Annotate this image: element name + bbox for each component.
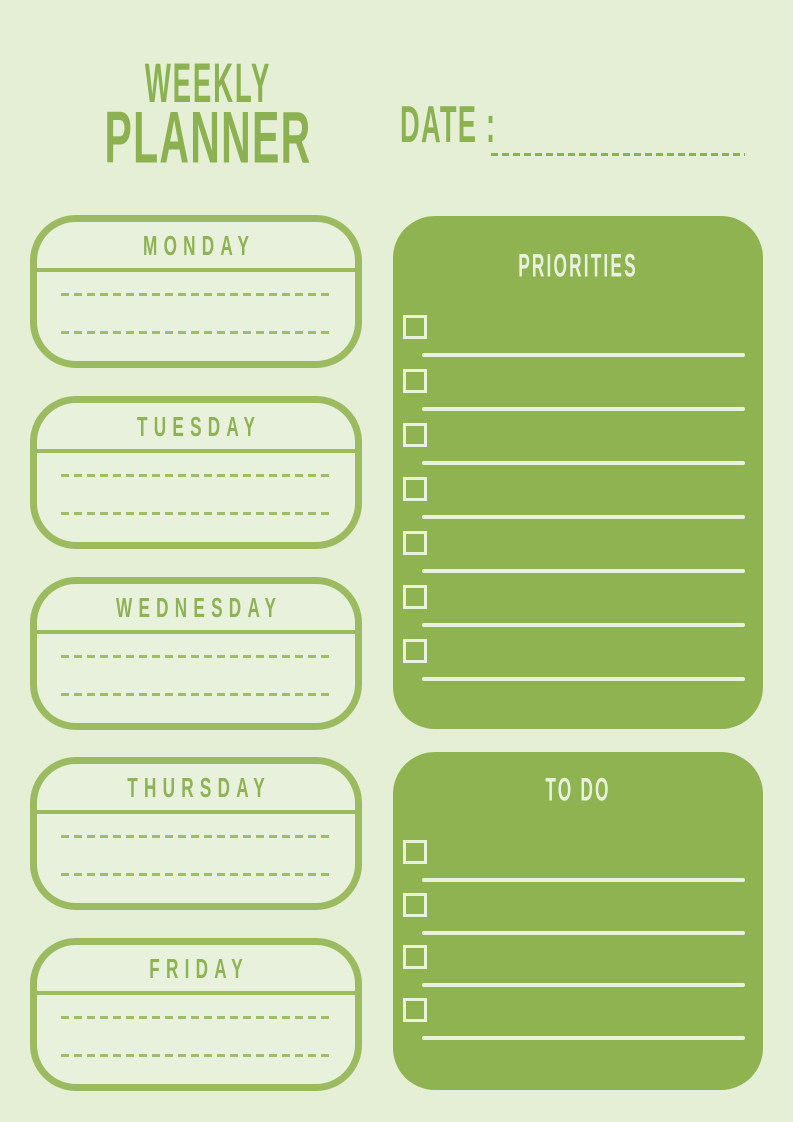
checkbox[interactable] — [403, 639, 427, 663]
checklist-row — [393, 369, 763, 423]
write-line[interactable] — [422, 569, 745, 573]
write-line[interactable] — [422, 878, 745, 882]
day-box-friday: FRIDAY — [30, 938, 362, 1091]
day-title: TUESDAY — [137, 410, 262, 442]
day-separator — [37, 991, 355, 995]
checkbox[interactable] — [403, 369, 427, 393]
write-line[interactable] — [61, 331, 331, 334]
write-line[interactable] — [422, 1035, 745, 1040]
day-separator — [37, 268, 355, 272]
checklist-row — [393, 892, 763, 946]
day-title: FRIDAY — [149, 952, 249, 984]
write-line[interactable] — [422, 623, 745, 627]
checkbox[interactable] — [403, 840, 427, 864]
checklist-row — [393, 531, 763, 585]
day-box-tuesday: TUESDAY — [30, 396, 362, 549]
day-title: THURSDAY — [127, 771, 271, 803]
write-line[interactable] — [61, 512, 331, 515]
priorities-checklist — [393, 315, 763, 693]
checklist-row — [393, 639, 763, 693]
checkbox[interactable] — [403, 423, 427, 447]
checkbox[interactable] — [403, 315, 427, 339]
day-box-monday: MONDAY — [30, 215, 362, 368]
checkbox[interactable] — [403, 892, 427, 917]
write-line[interactable] — [422, 353, 745, 357]
checklist-row — [393, 477, 763, 531]
day-box-thursday: THURSDAY — [30, 757, 362, 910]
write-line[interactable] — [422, 983, 745, 987]
date-fill-line[interactable] — [491, 153, 745, 156]
day-box-wednesday: WEDNESDAY — [30, 577, 362, 730]
write-line[interactable] — [61, 1054, 331, 1057]
checkbox[interactable] — [403, 945, 427, 969]
write-line[interactable] — [61, 693, 331, 696]
priorities-panel: PRIORITIES — [393, 216, 763, 729]
checklist-row — [393, 585, 763, 639]
todo-panel: TO DO — [393, 752, 763, 1090]
day-title: MONDAY — [143, 229, 256, 261]
write-line[interactable] — [422, 515, 745, 519]
write-line[interactable] — [61, 835, 331, 838]
checklist-row — [393, 423, 763, 477]
write-line[interactable] — [61, 293, 331, 296]
checklist-row — [393, 997, 763, 1051]
write-line[interactable] — [422, 407, 745, 411]
write-line[interactable] — [422, 930, 745, 935]
write-line[interactable] — [422, 677, 745, 681]
checkbox[interactable] — [403, 477, 427, 501]
write-line[interactable] — [61, 1016, 331, 1019]
day-separator — [37, 810, 355, 814]
checklist-row — [393, 840, 763, 893]
todo-title: TO DO — [545, 772, 611, 809]
checkbox[interactable] — [403, 531, 427, 555]
checkbox[interactable] — [403, 997, 427, 1022]
checklist-row — [393, 315, 763, 369]
checklist-row — [393, 945, 763, 998]
date-label: DATE : — [400, 96, 497, 154]
write-line[interactable] — [61, 655, 331, 658]
day-separator — [37, 449, 355, 453]
day-title: WEDNESDAY — [116, 591, 283, 623]
todo-checklist — [393, 840, 763, 1050]
priorities-title: PRIORITIES — [518, 248, 638, 285]
page-title-line-1: WEEKLY — [144, 51, 272, 115]
page-title-line-2: PLANNER — [104, 95, 312, 179]
write-line[interactable] — [61, 873, 331, 876]
write-line[interactable] — [61, 474, 331, 477]
day-separator — [37, 630, 355, 634]
checkbox[interactable] — [403, 585, 427, 609]
write-line[interactable] — [422, 461, 745, 465]
